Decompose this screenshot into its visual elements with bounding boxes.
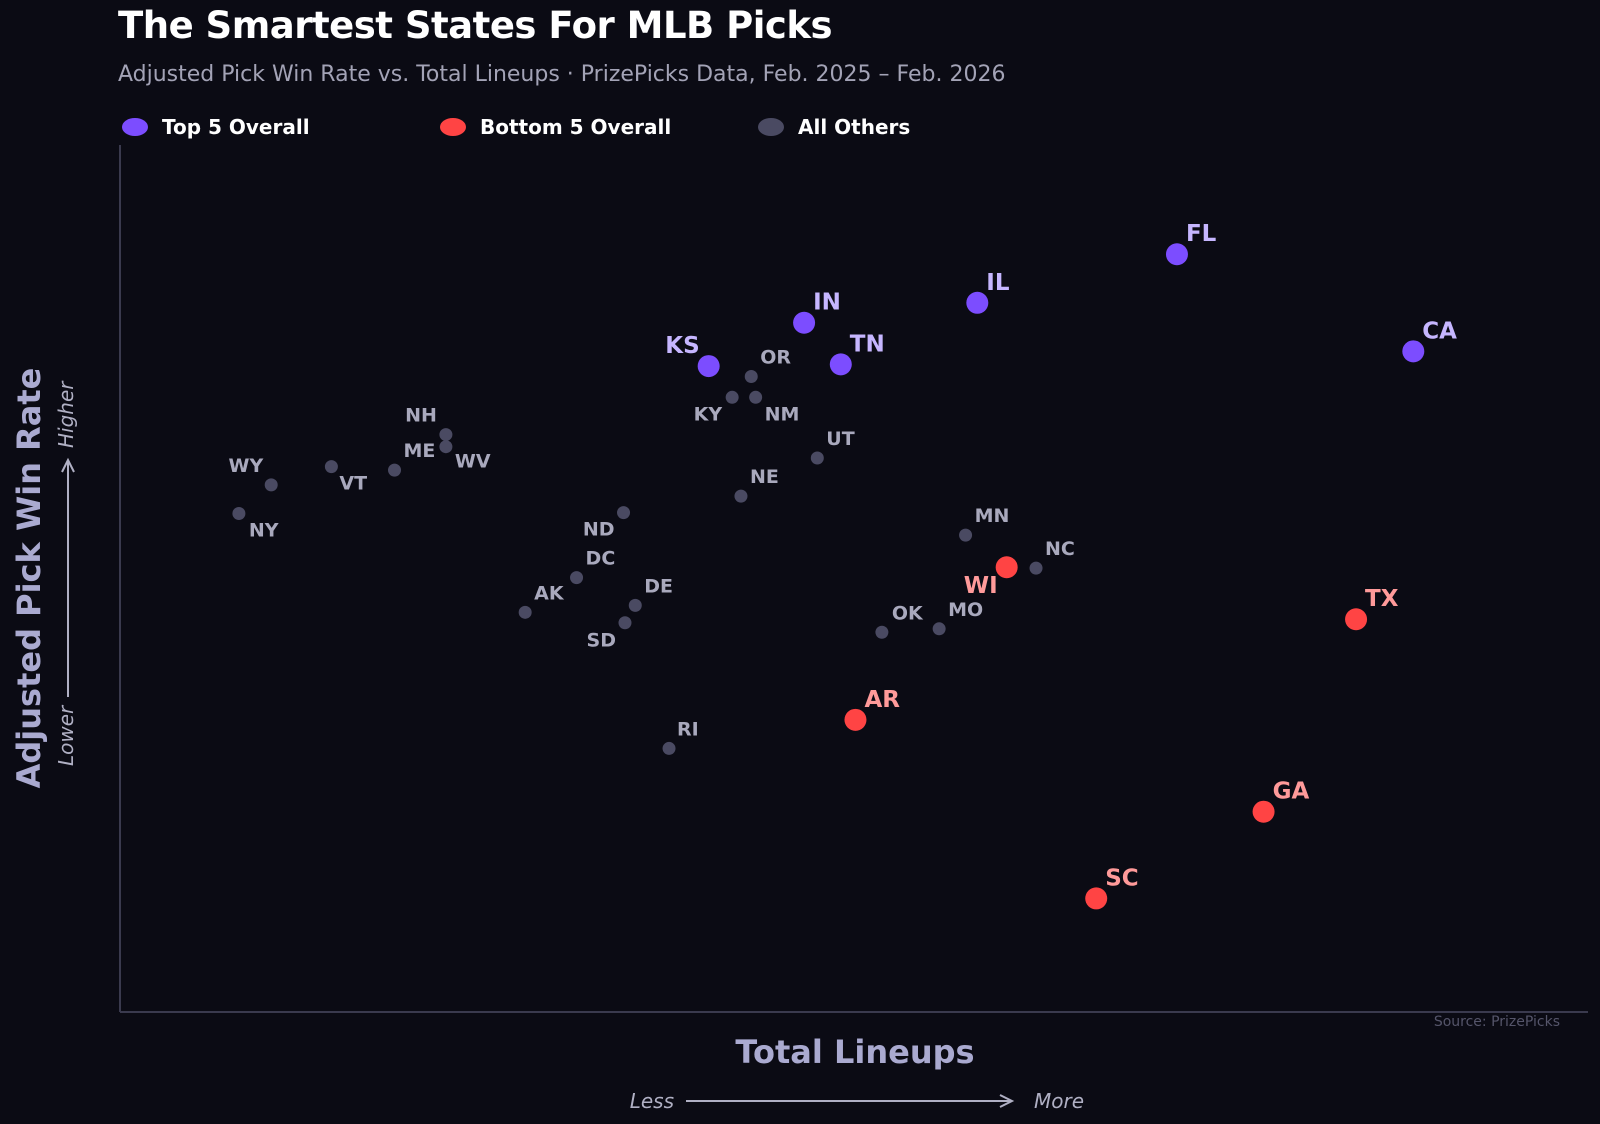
legend-item-top: Top 5 Overall	[122, 114, 310, 140]
legend-label-bottom: Bottom 5 Overall	[480, 115, 672, 139]
y-axis-low-label: Lower	[54, 704, 78, 766]
point-nh	[439, 428, 453, 442]
point-label-il: IL	[986, 270, 1010, 296]
point-label-or: OR	[760, 346, 791, 368]
point-label-tx: TX	[1365, 586, 1399, 612]
point-label-me: ME	[404, 440, 436, 462]
point-wv	[439, 440, 453, 454]
point-me	[388, 463, 402, 477]
point-label-mn: MN	[975, 505, 1010, 527]
point-sd	[618, 616, 632, 630]
legend-swatch-others	[758, 118, 784, 136]
point-label-ga: GA	[1273, 779, 1310, 805]
point-label-ri: RI	[677, 718, 699, 740]
point-label-fl: FL	[1186, 221, 1217, 247]
chart-subtitle: Adjusted Pick Win Rate vs. Total Lineups…	[118, 62, 1006, 87]
point-mo	[932, 622, 946, 636]
point-label-dc: DC	[586, 548, 616, 570]
point-label-ok: OK	[892, 602, 924, 624]
point-label-ks: KS	[665, 333, 699, 359]
point-nm	[749, 390, 763, 404]
point-ri	[662, 741, 676, 755]
point-label-sc: SC	[1105, 865, 1138, 891]
legend-item-bottom: Bottom 5 Overall	[440, 114, 671, 140]
point-ak	[518, 605, 532, 619]
point-ca	[1402, 340, 1425, 363]
point-label-tn: TN	[850, 331, 885, 357]
point-ar	[844, 708, 867, 731]
point-label-ak: AK	[534, 582, 565, 604]
point-label-wi: WI	[964, 573, 998, 599]
legend-label-top: Top 5 Overall	[162, 115, 310, 139]
x-axis-title: Total Lineups	[735, 1033, 974, 1071]
point-label-ar: AR	[864, 687, 900, 713]
point-mn	[959, 528, 973, 542]
x-axis-hint-arrow-head	[999, 1094, 1015, 1108]
point-in	[793, 311, 816, 334]
x-axis-high-label: More	[1034, 1089, 1084, 1113]
point-nc	[1029, 561, 1043, 575]
point-il	[966, 291, 989, 314]
y-axis-title: Adjusted Pick Win Rate	[10, 368, 48, 789]
point-ne	[734, 489, 748, 503]
chart-axes: Total Lineups Less More Adjusted Pick Win R…	[10, 145, 1588, 1113]
source-note: Source: PrizePicks	[1433, 1014, 1560, 1030]
point-label-wy: WY	[228, 455, 263, 477]
point-label-nd: ND	[583, 519, 615, 541]
point-label-nm: NM	[765, 403, 800, 425]
point-ga	[1252, 800, 1275, 823]
point-label-ky: KY	[694, 403, 723, 425]
point-nd	[617, 506, 631, 520]
point-label-wv: WV	[455, 451, 491, 473]
point-label-de: DE	[644, 575, 673, 597]
legend-item-others: All Others	[758, 114, 910, 140]
point-ut	[810, 451, 824, 465]
point-label-ny: NY	[249, 519, 279, 541]
point-vt	[324, 460, 338, 474]
point-ky	[725, 390, 739, 404]
point-tx	[1345, 608, 1368, 631]
point-label-nc: NC	[1045, 538, 1075, 560]
point-ok	[875, 625, 889, 639]
point-fl	[1165, 243, 1188, 266]
point-sc	[1085, 887, 1108, 910]
point-label-ne: NE	[750, 466, 779, 488]
point-wi	[995, 556, 1018, 579]
legend-label-others: All Others	[798, 115, 911, 139]
point-label-vt: VT	[339, 473, 367, 495]
y-axis-high-label: Higher	[54, 380, 78, 448]
point-wy	[264, 478, 278, 492]
point-label-sd: SD	[587, 630, 616, 652]
point-dc	[570, 571, 584, 585]
point-label-ut: UT	[826, 428, 854, 450]
point-de	[628, 598, 642, 612]
x-axis-low-label: Less	[630, 1089, 674, 1113]
point-label-ca: CA	[1422, 318, 1457, 344]
point-ny	[232, 506, 246, 520]
chart-title: The Smartest States For MLB Picks	[118, 4, 833, 47]
point-tn	[829, 353, 852, 376]
point-or	[744, 369, 758, 383]
point-label-nh: NH	[405, 405, 437, 427]
point-ks	[697, 355, 720, 378]
point-label-in: IN	[813, 290, 841, 316]
legend-swatch-top	[122, 118, 148, 136]
y-axis-hint-arrow-head	[61, 457, 75, 473]
chart-points: FL CA IL IN TN KS TX WI AR GA SC OR KY NM UT NE NH WV ME VT…	[228, 221, 1457, 910]
point-label-mo: MO	[948, 599, 983, 621]
legend-swatch-bottom	[440, 118, 466, 136]
